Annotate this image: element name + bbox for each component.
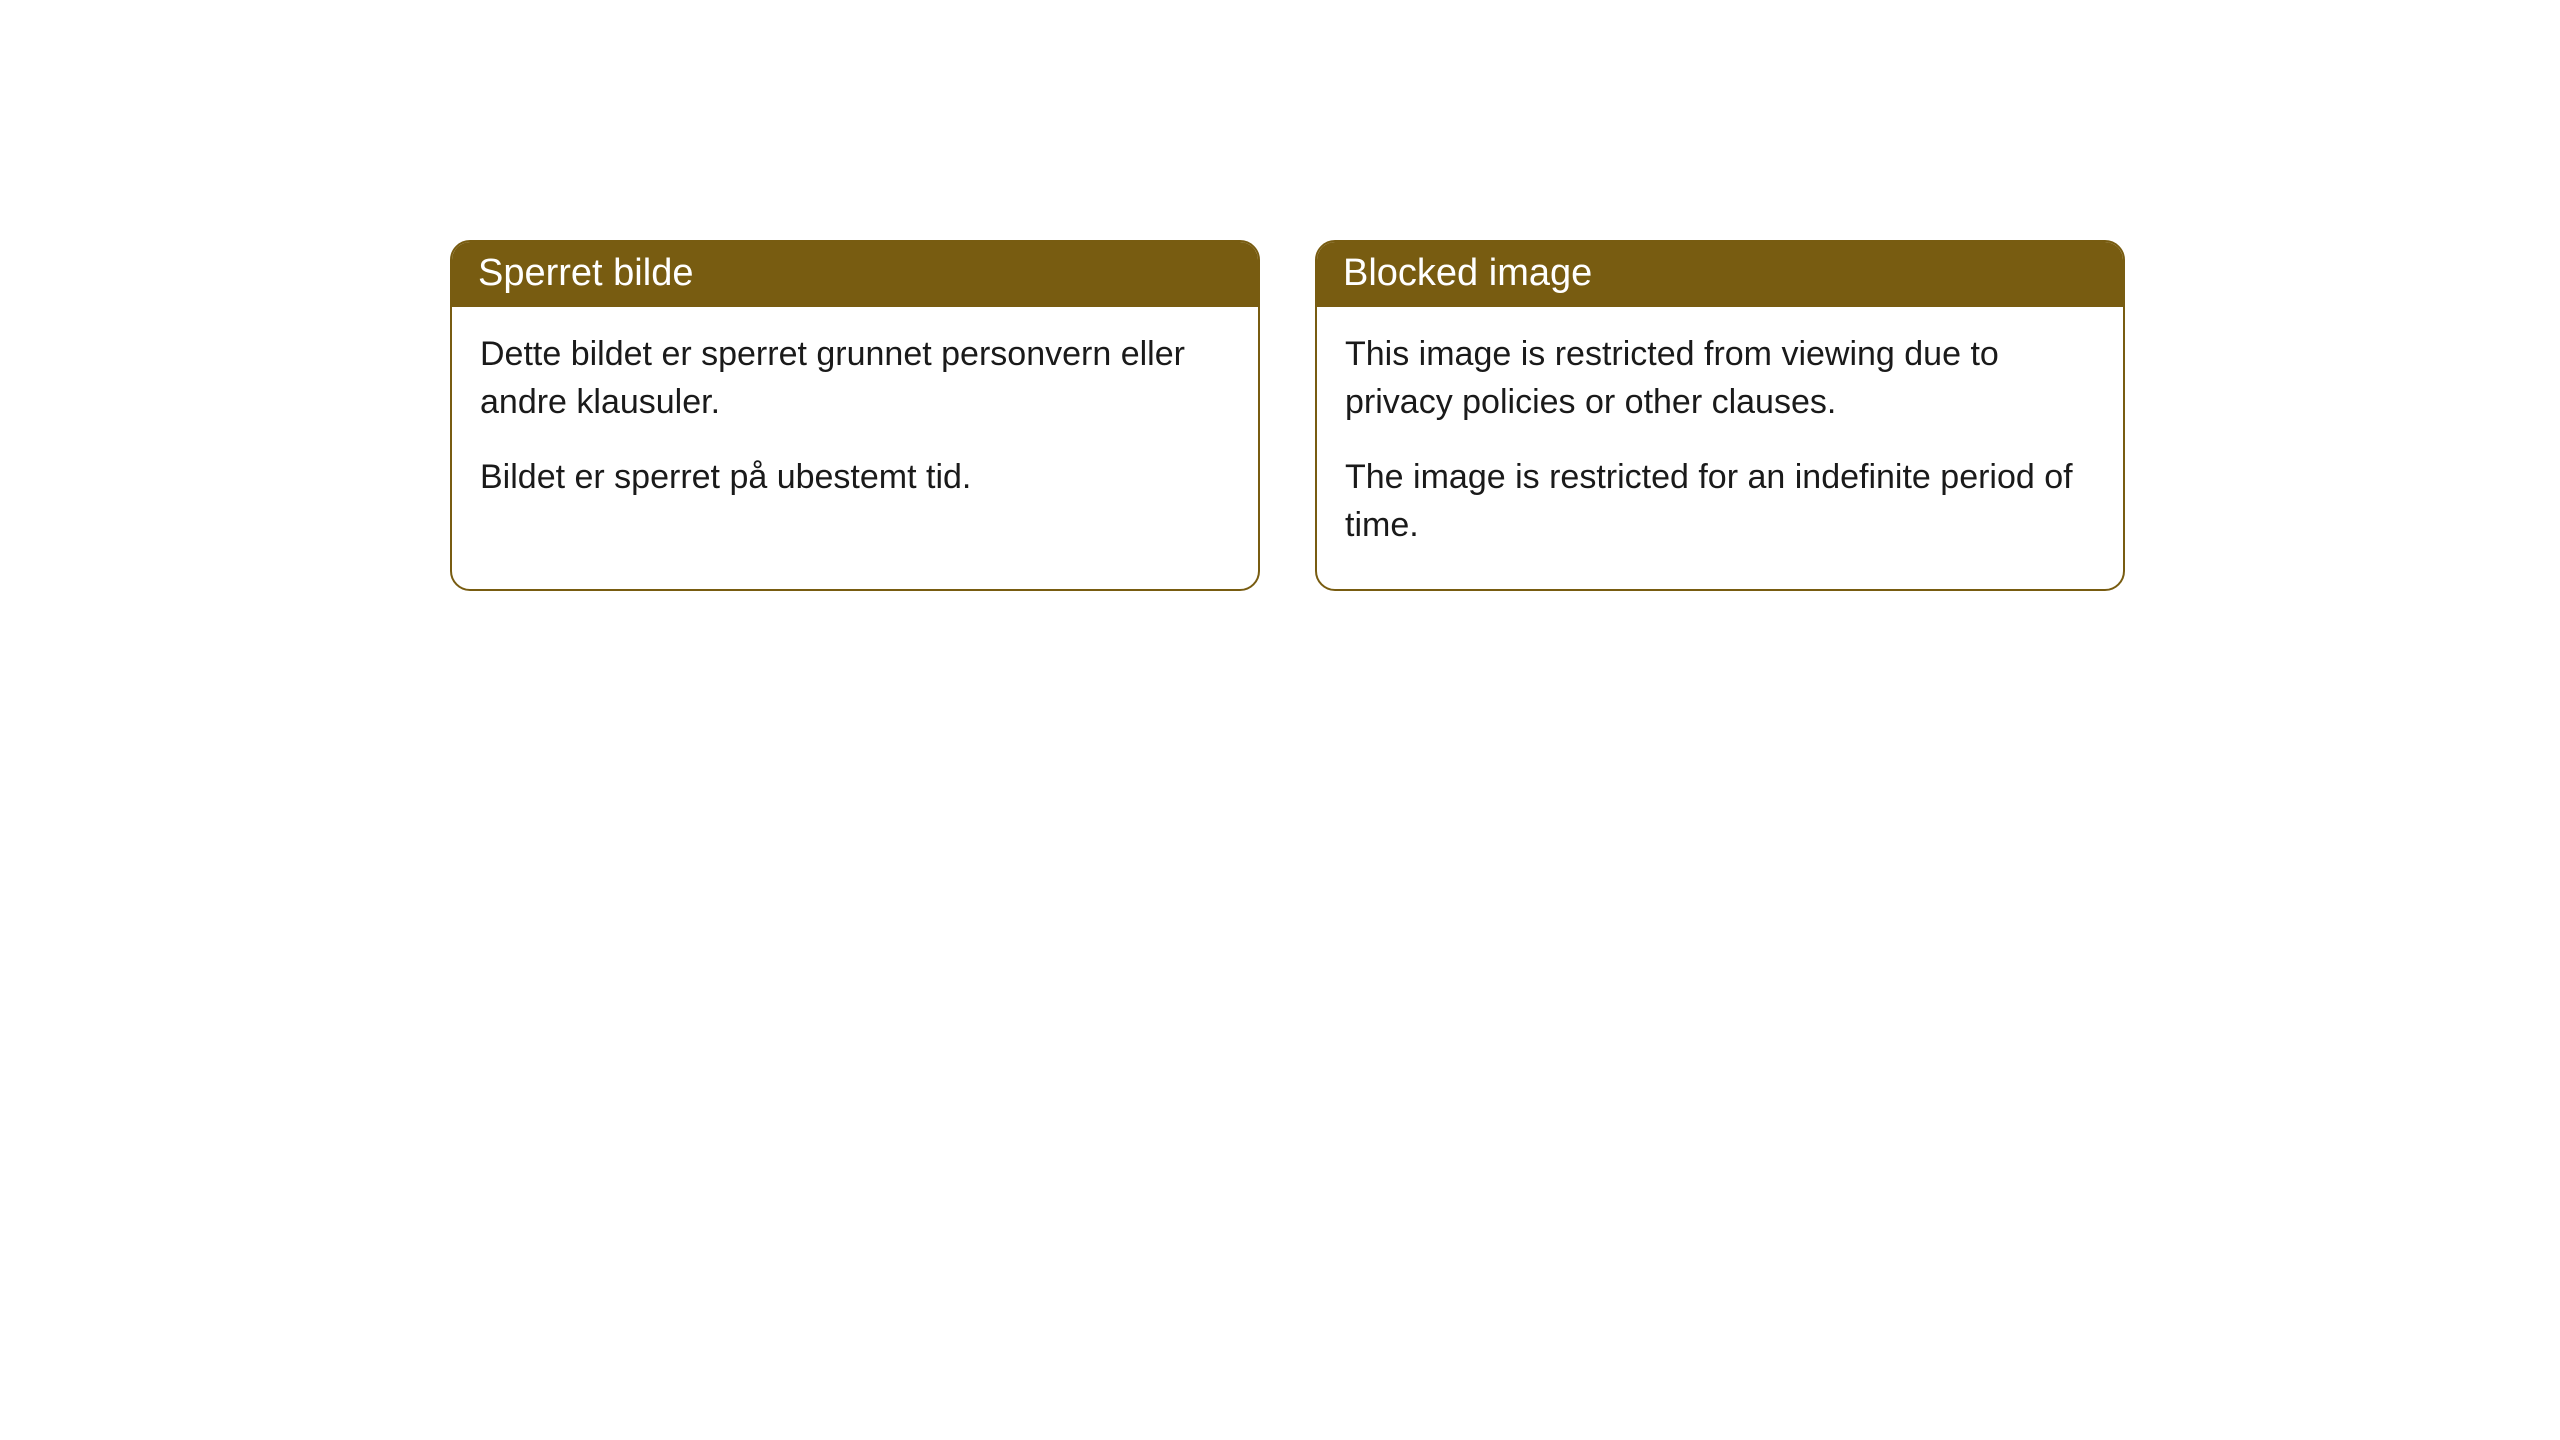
notice-card-english: Blocked image This image is restricted f… [1315,240,2125,591]
card-body: This image is restricted from viewing du… [1317,307,2123,589]
card-title: Sperret bilde [478,252,693,294]
notice-card-norwegian: Sperret bilde Dette bildet er sperret gr… [450,240,1260,591]
notice-cards-container: Sperret bilde Dette bildet er sperret gr… [450,240,2125,591]
card-paragraph: The image is restricted for an indefinit… [1345,454,2095,549]
card-header: Blocked image [1317,242,2123,307]
card-header: Sperret bilde [452,242,1258,307]
card-paragraph: Bildet er sperret på ubestemt tid. [480,454,1230,502]
card-paragraph: Dette bildet er sperret grunnet personve… [480,331,1230,426]
card-body: Dette bildet er sperret grunnet personve… [452,307,1258,542]
card-title: Blocked image [1343,252,1592,294]
card-paragraph: This image is restricted from viewing du… [1345,331,2095,426]
